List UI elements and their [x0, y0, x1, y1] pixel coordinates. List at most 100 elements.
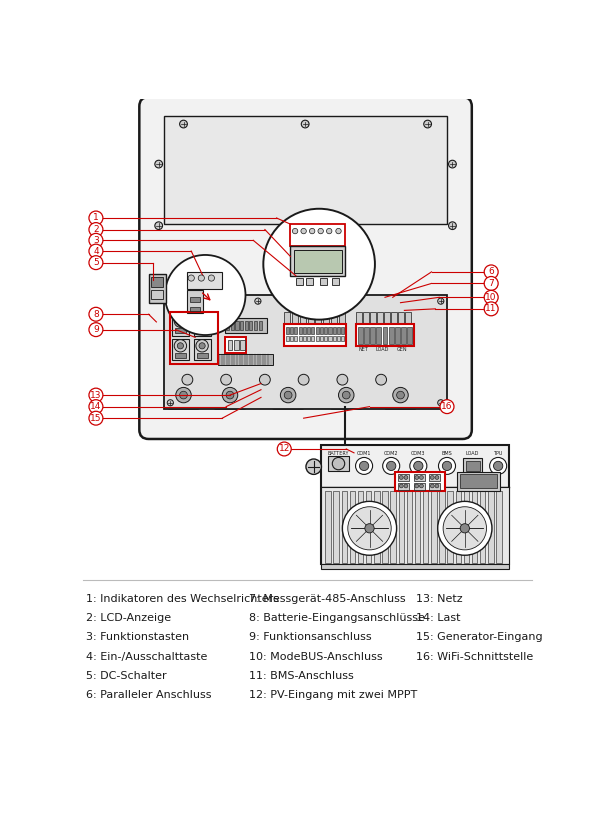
Bar — [308, 312, 314, 323]
Circle shape — [306, 459, 322, 474]
Circle shape — [400, 476, 403, 479]
Bar — [448, 492, 453, 563]
Bar — [286, 327, 289, 335]
Text: 14: Last: 14: Last — [416, 613, 461, 623]
Circle shape — [89, 223, 103, 237]
Circle shape — [89, 388, 103, 402]
Bar — [413, 483, 425, 490]
Circle shape — [259, 374, 271, 385]
Bar — [164, 295, 447, 409]
Circle shape — [222, 387, 238, 403]
Text: 1: 1 — [93, 214, 99, 223]
Bar — [292, 312, 298, 323]
Bar — [382, 492, 388, 563]
Bar — [429, 474, 440, 482]
Bar — [286, 336, 289, 341]
Bar — [460, 474, 497, 488]
Bar — [290, 327, 293, 335]
Circle shape — [440, 399, 454, 413]
Circle shape — [280, 387, 296, 403]
Bar — [340, 460, 349, 467]
Circle shape — [326, 229, 332, 233]
Bar — [323, 312, 329, 323]
Circle shape — [438, 501, 492, 555]
Bar — [383, 327, 388, 344]
Text: 16: 16 — [441, 402, 453, 411]
Circle shape — [188, 275, 194, 281]
Text: BATTERY: BATTERY — [328, 450, 349, 455]
Circle shape — [226, 391, 234, 399]
Bar — [337, 327, 340, 335]
Circle shape — [176, 387, 191, 403]
Circle shape — [349, 298, 356, 304]
Bar — [290, 336, 293, 341]
Bar — [245, 321, 248, 330]
Text: 7: Messgerät-485-Anschluss: 7: Messgerät-485-Anschluss — [250, 593, 406, 603]
Text: 5: DC-Schalter: 5: DC-Schalter — [86, 671, 166, 681]
Text: 2: 2 — [93, 225, 99, 234]
Circle shape — [404, 484, 408, 488]
Bar — [328, 327, 332, 335]
Text: 12: 12 — [278, 445, 290, 454]
Circle shape — [178, 318, 184, 324]
Circle shape — [301, 229, 307, 233]
Bar — [334, 492, 339, 563]
Bar — [457, 472, 500, 492]
Bar — [332, 278, 339, 285]
Bar — [377, 312, 383, 323]
Bar — [364, 327, 369, 344]
Circle shape — [383, 458, 400, 474]
Text: GEN: GEN — [397, 348, 407, 353]
Circle shape — [400, 484, 403, 488]
Circle shape — [198, 275, 205, 281]
Text: 15: Generator-Eingang: 15: Generator-Eingang — [416, 632, 542, 642]
Bar — [307, 327, 310, 335]
Bar — [197, 353, 208, 358]
Bar — [316, 336, 319, 341]
Bar — [322, 565, 509, 569]
Bar — [290, 224, 345, 246]
Circle shape — [365, 524, 374, 533]
Bar — [455, 492, 461, 563]
Bar — [254, 321, 257, 330]
Circle shape — [89, 411, 103, 425]
Circle shape — [419, 484, 424, 488]
Bar — [149, 275, 166, 303]
Text: 6: 6 — [488, 267, 494, 276]
Bar — [299, 336, 302, 341]
Circle shape — [404, 476, 408, 479]
Text: 8: 8 — [93, 310, 99, 319]
Circle shape — [155, 222, 163, 229]
Bar — [284, 312, 290, 323]
Circle shape — [376, 374, 386, 385]
Bar — [218, 354, 272, 365]
Circle shape — [167, 399, 173, 406]
Circle shape — [277, 442, 291, 456]
Circle shape — [343, 391, 350, 399]
Bar — [194, 339, 211, 360]
Bar — [376, 327, 381, 344]
Circle shape — [337, 374, 348, 385]
Bar — [466, 460, 479, 471]
Text: 12: PV-Eingang mit zwei MPPT: 12: PV-Eingang mit zwei MPPT — [250, 690, 418, 700]
Circle shape — [359, 461, 369, 470]
Circle shape — [89, 233, 103, 247]
Circle shape — [438, 298, 444, 304]
Circle shape — [413, 461, 423, 470]
Text: 14: 14 — [90, 402, 101, 411]
Bar — [415, 492, 420, 563]
Circle shape — [410, 458, 427, 474]
Bar — [324, 327, 327, 335]
Bar — [303, 327, 306, 335]
Circle shape — [439, 458, 455, 474]
Bar — [322, 446, 509, 565]
Circle shape — [263, 209, 375, 320]
Circle shape — [435, 476, 439, 479]
Bar — [341, 492, 347, 563]
FancyBboxPatch shape — [167, 381, 200, 409]
Circle shape — [500, 501, 505, 506]
Text: 5: 5 — [93, 258, 99, 267]
Circle shape — [430, 476, 434, 479]
Bar — [358, 492, 364, 563]
Text: 7: 7 — [488, 279, 494, 288]
